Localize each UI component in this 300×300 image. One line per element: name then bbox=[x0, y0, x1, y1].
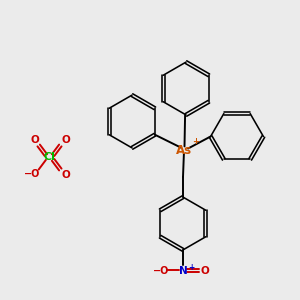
Text: O: O bbox=[61, 170, 70, 180]
Text: +: + bbox=[192, 137, 200, 146]
Text: +: + bbox=[188, 263, 194, 272]
Text: −O: −O bbox=[24, 169, 40, 179]
Text: O: O bbox=[200, 266, 209, 276]
Text: N: N bbox=[178, 266, 188, 277]
Text: O: O bbox=[61, 135, 70, 145]
Text: As: As bbox=[176, 143, 193, 157]
Text: Cl: Cl bbox=[44, 152, 56, 163]
Text: O: O bbox=[31, 135, 40, 145]
Text: −O: −O bbox=[153, 266, 169, 276]
